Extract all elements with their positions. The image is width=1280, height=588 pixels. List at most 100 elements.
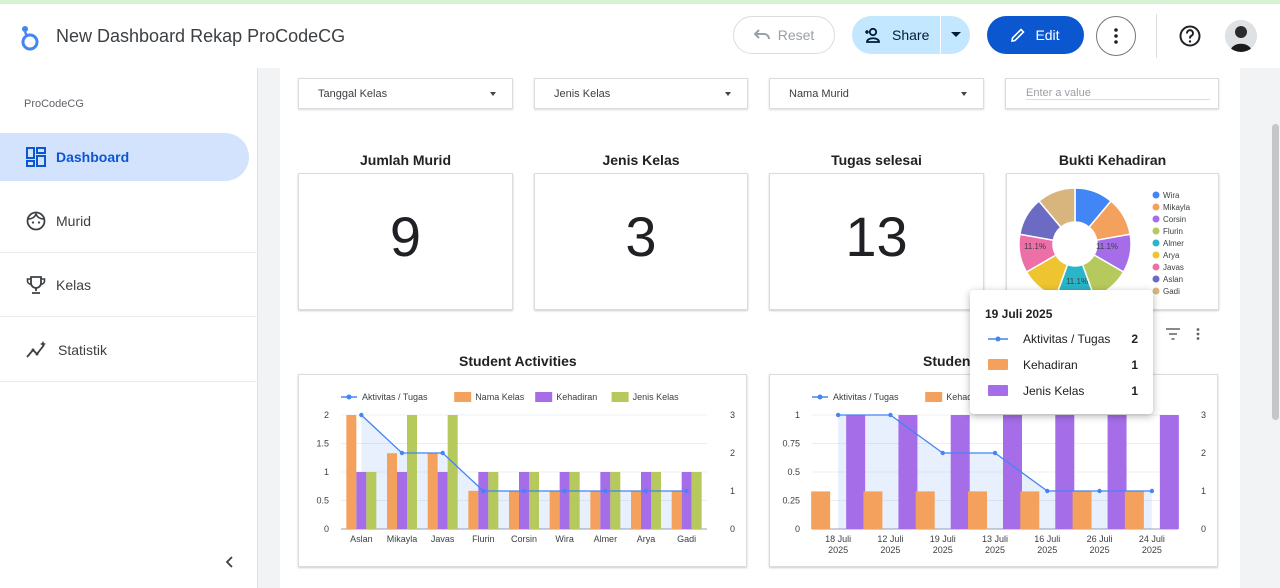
bar-jenis-kelas	[488, 472, 499, 529]
search-input[interactable]	[1026, 87, 1210, 100]
y-tick-label: 0	[324, 524, 329, 534]
help-button[interactable]	[1176, 22, 1204, 50]
legend-swatch	[1152, 215, 1160, 223]
pie-chart[interactable]: 11.1% 11.1% 11.1% Wira Mikayla Corsin Flurin Al…	[1007, 174, 1220, 311]
sidebar-item-murid[interactable]: Murid	[0, 189, 258, 253]
bar-kehadiran	[1072, 491, 1092, 529]
scrollbar-thumb[interactable]	[1272, 124, 1279, 420]
tooltip-label: Kehadiran	[1023, 358, 1078, 372]
scorecard-jumlah-murid[interactable]: 9	[298, 173, 513, 310]
bar-kehadiran	[519, 472, 529, 529]
scorecard-tugas-selesai[interactable]: 13	[769, 173, 984, 310]
legend-label: Mikayla	[1163, 203, 1191, 212]
line-point	[399, 450, 405, 456]
line-point	[992, 450, 998, 456]
y2-tick-label: 1	[1201, 486, 1206, 496]
line-point	[888, 412, 893, 418]
bar-jenis-kelas	[447, 415, 458, 529]
tooltip-row: Aktivitas / Tugas 2	[988, 331, 1138, 347]
tooltip-value: 1	[1131, 358, 1138, 372]
filter-tanggal-kelas[interactable]: Tanggal Kelas	[298, 78, 513, 109]
bar-jenis-kelas	[651, 472, 661, 529]
bar-kehadiran	[811, 491, 831, 529]
dashboard-icon	[26, 147, 46, 167]
x-tick-label: Wira	[555, 534, 574, 544]
combo-chart-student-activities[interactable]: Aktivitas / Tugas Nama Kelas Kehadiran Jeni…	[299, 375, 748, 568]
line-point	[1097, 488, 1102, 494]
reset-button[interactable]: Reset	[733, 16, 835, 54]
collapse-sidebar-chevron-icon[interactable]	[222, 554, 238, 570]
tooltip-row: Kehadiran 1	[988, 357, 1138, 373]
share-dropdown-button[interactable]	[941, 32, 970, 38]
bar-kehadiran	[478, 472, 489, 529]
more-options-button[interactable]	[1096, 16, 1136, 56]
x-tick-label: 2025	[880, 545, 900, 555]
scorecard-jenis-kelas[interactable]: 3	[534, 173, 748, 310]
x-tick-label: 2025	[1142, 545, 1162, 555]
y-tick-label: 0.25	[782, 496, 800, 506]
x-tick-label: Flurin	[472, 534, 495, 544]
x-tick-label: 26 Juli	[1087, 534, 1113, 544]
more-vert-icon	[1114, 28, 1118, 44]
pie-slice-label: 11.1%	[1096, 242, 1118, 251]
chart-title-student-activities: Student Activities	[459, 353, 577, 369]
bar-nama-kelas	[468, 490, 479, 529]
legend-point-swatch	[346, 394, 352, 400]
top-accent-line	[0, 0, 1280, 4]
y2-tick-label: 3	[1201, 410, 1206, 420]
x-tick-label: 16 Juli	[1034, 534, 1060, 544]
legend-label: Almer	[1163, 239, 1184, 248]
filter-icon[interactable]	[1166, 328, 1180, 340]
y-tick-label: 0.5	[316, 496, 329, 506]
report-title[interactable]: New Dashboard Rekap ProCodeCG	[56, 26, 346, 46]
bar-jenis-kelas	[366, 472, 377, 529]
filter-nama-murid[interactable]: Nama Murid	[769, 78, 984, 109]
tooltip-value: 1	[1131, 384, 1138, 398]
x-tick-label: 18 Juli	[825, 534, 851, 544]
legend-swatch	[988, 359, 1008, 370]
looker-studio-logo-icon[interactable]	[16, 24, 40, 52]
add-person-icon	[865, 27, 880, 43]
bar-kehadiran	[968, 491, 987, 529]
edit-button[interactable]: Edit	[987, 16, 1084, 54]
share-button[interactable]: Share	[852, 16, 940, 54]
sidebar-item-label: Dashboard	[56, 149, 130, 165]
insights-icon	[26, 340, 46, 358]
line-point	[940, 450, 945, 456]
sidebar-item-kelas[interactable]: Kelas	[0, 253, 258, 317]
x-tick-label: Almer	[594, 534, 618, 544]
line-point	[440, 450, 445, 456]
x-tick-label: Gadi	[677, 534, 696, 544]
x-tick-label: 24 Juli	[1139, 534, 1165, 544]
pie-slice-label: 11.1%	[1024, 242, 1046, 251]
legend-label: Wira	[1163, 191, 1180, 200]
undo-icon	[753, 29, 770, 40]
chart-student-by-date[interactable]: Aktivitas / Tugas Kehadira 0 0.25 0.5 0.75 1 0 1…	[769, 374, 1218, 567]
line-point	[603, 488, 608, 494]
y2-tick-label: 2	[730, 448, 735, 458]
trophy-icon	[26, 275, 46, 294]
reset-label: Reset	[777, 27, 815, 43]
line-point	[643, 488, 649, 494]
tooltip-row: Jenis Kelas 1	[988, 383, 1138, 399]
legend-swatch	[1152, 203, 1160, 211]
toolbar-divider	[1156, 14, 1157, 58]
sidebar-item-dashboard[interactable]: Dashboard	[0, 133, 249, 181]
y-tick-label: 0.75	[782, 439, 800, 449]
legend-label: Jenis Kelas	[633, 392, 680, 402]
y2-tick-label: 3	[730, 410, 735, 420]
legend-label: Flurin	[1163, 227, 1183, 236]
x-tick-label: Javas	[431, 534, 455, 544]
chart-student-activities[interactable]: Aktivitas / Tugas Nama Kelas Kehadiran Jeni…	[298, 374, 747, 567]
filter-jenis-kelas[interactable]: Jenis Kelas	[534, 78, 748, 109]
account-avatar[interactable]	[1225, 20, 1257, 52]
pie-chart-card[interactable]: 11.1% 11.1% 11.1% Wira Mikayla Corsin Flurin Al…	[1006, 173, 1219, 310]
more-vert-icon[interactable]	[1196, 328, 1200, 340]
legend-label: Aktivitas / Tugas	[833, 392, 899, 402]
x-tick-label: Mikayla	[387, 534, 418, 544]
sidebar-item-statistik[interactable]: Statistik	[0, 318, 258, 382]
help-icon	[1179, 25, 1201, 47]
y2-tick-label: 0	[1201, 524, 1206, 534]
combo-chart-student-by-date[interactable]: Aktivitas / Tugas Kehadira 0 0.25 0.5 0.75 1 0 1…	[770, 375, 1219, 568]
bar-nama-kelas	[346, 415, 357, 529]
